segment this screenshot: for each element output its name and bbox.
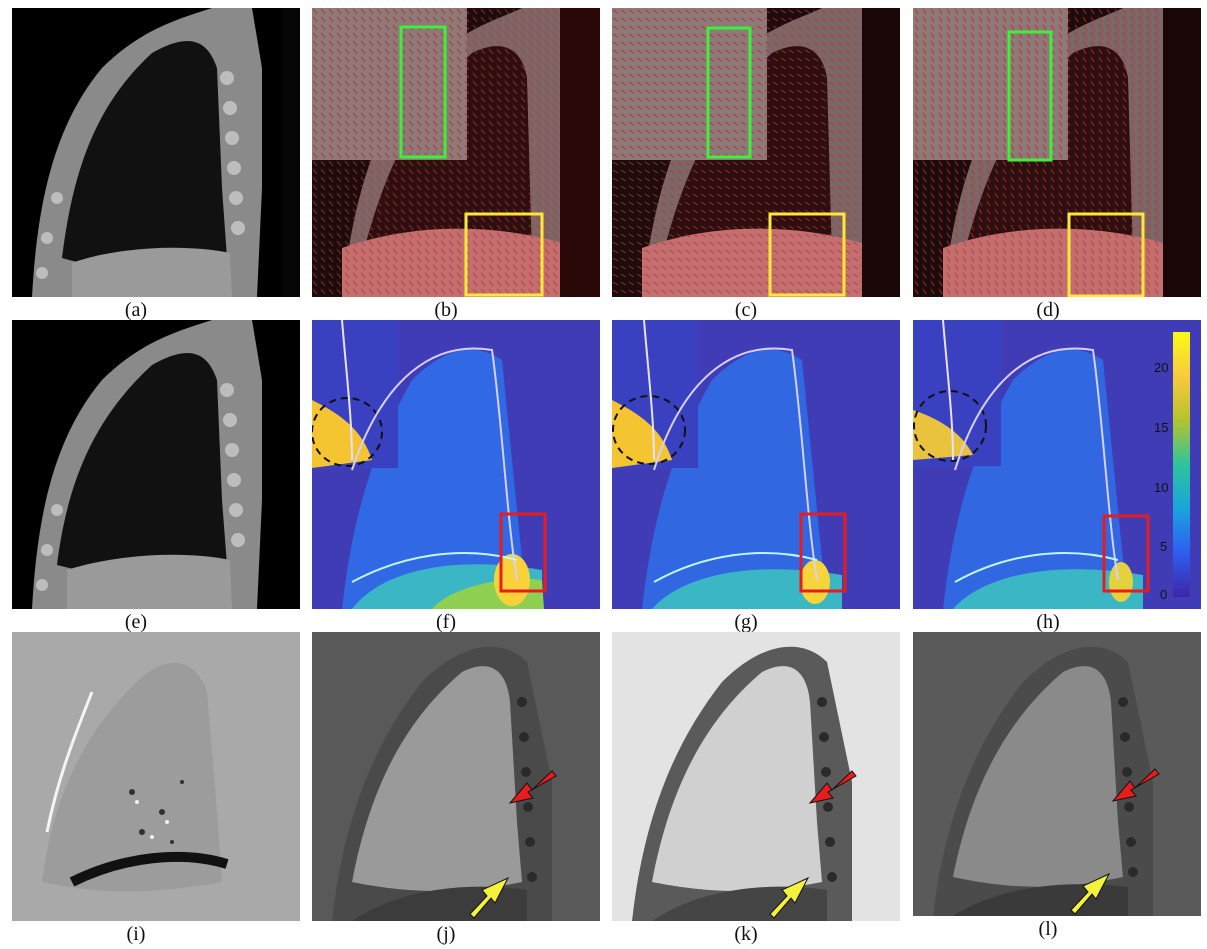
panel-j-jacobian-image	[312, 632, 600, 921]
dashed-circle	[913, 390, 987, 462]
ct-sagittal-image	[12, 320, 300, 609]
red-box	[499, 512, 547, 593]
colorbar-tick-20: 20	[1154, 360, 1169, 375]
colorbar-tick-10: 10	[1154, 480, 1169, 495]
caption-i: (i)	[126, 923, 146, 945]
jacobian-image	[913, 632, 1201, 916]
heatmap-image	[312, 320, 600, 609]
red-box	[1102, 514, 1150, 593]
panel-f-error-heatmap	[312, 320, 600, 609]
colorbar	[1173, 332, 1190, 597]
red-arrow	[508, 770, 557, 804]
vector-field-overlay	[312, 8, 600, 297]
colorbar-tick-15: 15	[1154, 420, 1169, 435]
caption-d: (d)	[1036, 299, 1060, 321]
caption-j: (j)	[436, 923, 456, 945]
colorbar-tick-0: 0	[1160, 587, 1168, 602]
caption-b: (b)	[434, 299, 458, 321]
panel-h-error-heatmap	[913, 320, 1201, 609]
caption-l: (l)	[1038, 918, 1058, 940]
red-box	[799, 512, 847, 593]
green-box	[706, 26, 752, 159]
ct-sagittal-image	[12, 8, 300, 297]
yellow-arrow	[469, 876, 510, 919]
panel-c-vector-field	[612, 8, 900, 297]
panel-d-vector-field	[913, 8, 1201, 297]
yellow-box	[768, 212, 846, 297]
panel-g-error-heatmap	[612, 320, 900, 609]
green-box	[399, 25, 447, 159]
panel-k-jacobian-image	[612, 632, 900, 921]
jacobian-image	[612, 632, 900, 921]
panel-l-jacobian-image	[913, 632, 1201, 916]
panel-e-ct-image	[12, 320, 300, 609]
vector-field-overlay	[612, 8, 900, 297]
vector-field-overlay	[913, 8, 1201, 297]
jacobian-image	[312, 632, 600, 921]
caption-g: (g)	[734, 611, 758, 633]
red-arrow	[808, 770, 857, 804]
dashed-circle	[612, 395, 686, 465]
green-box	[1007, 30, 1053, 162]
yellow-arrow	[769, 876, 810, 919]
red-arrow	[1111, 768, 1160, 802]
caption-k: (k)	[734, 923, 758, 945]
caption-c: (c)	[734, 299, 758, 321]
caption-a: (a)	[124, 299, 148, 321]
panel-a-ct-image	[12, 8, 300, 297]
panel-i-difference-image	[12, 632, 300, 921]
yellow-arrow	[1070, 872, 1111, 915]
caption-h: (h)	[1036, 611, 1060, 633]
caption-f: (f)	[436, 611, 456, 633]
dashed-circle	[312, 397, 383, 467]
difference-image	[12, 632, 300, 921]
caption-e: (e)	[124, 611, 148, 633]
yellow-box	[464, 212, 544, 297]
colorbar-tick-5: 5	[1160, 539, 1168, 554]
panel-b-vector-field	[312, 8, 600, 297]
heatmap-image	[612, 320, 900, 609]
yellow-box	[1067, 212, 1145, 297]
heatmap-image	[913, 320, 1201, 609]
